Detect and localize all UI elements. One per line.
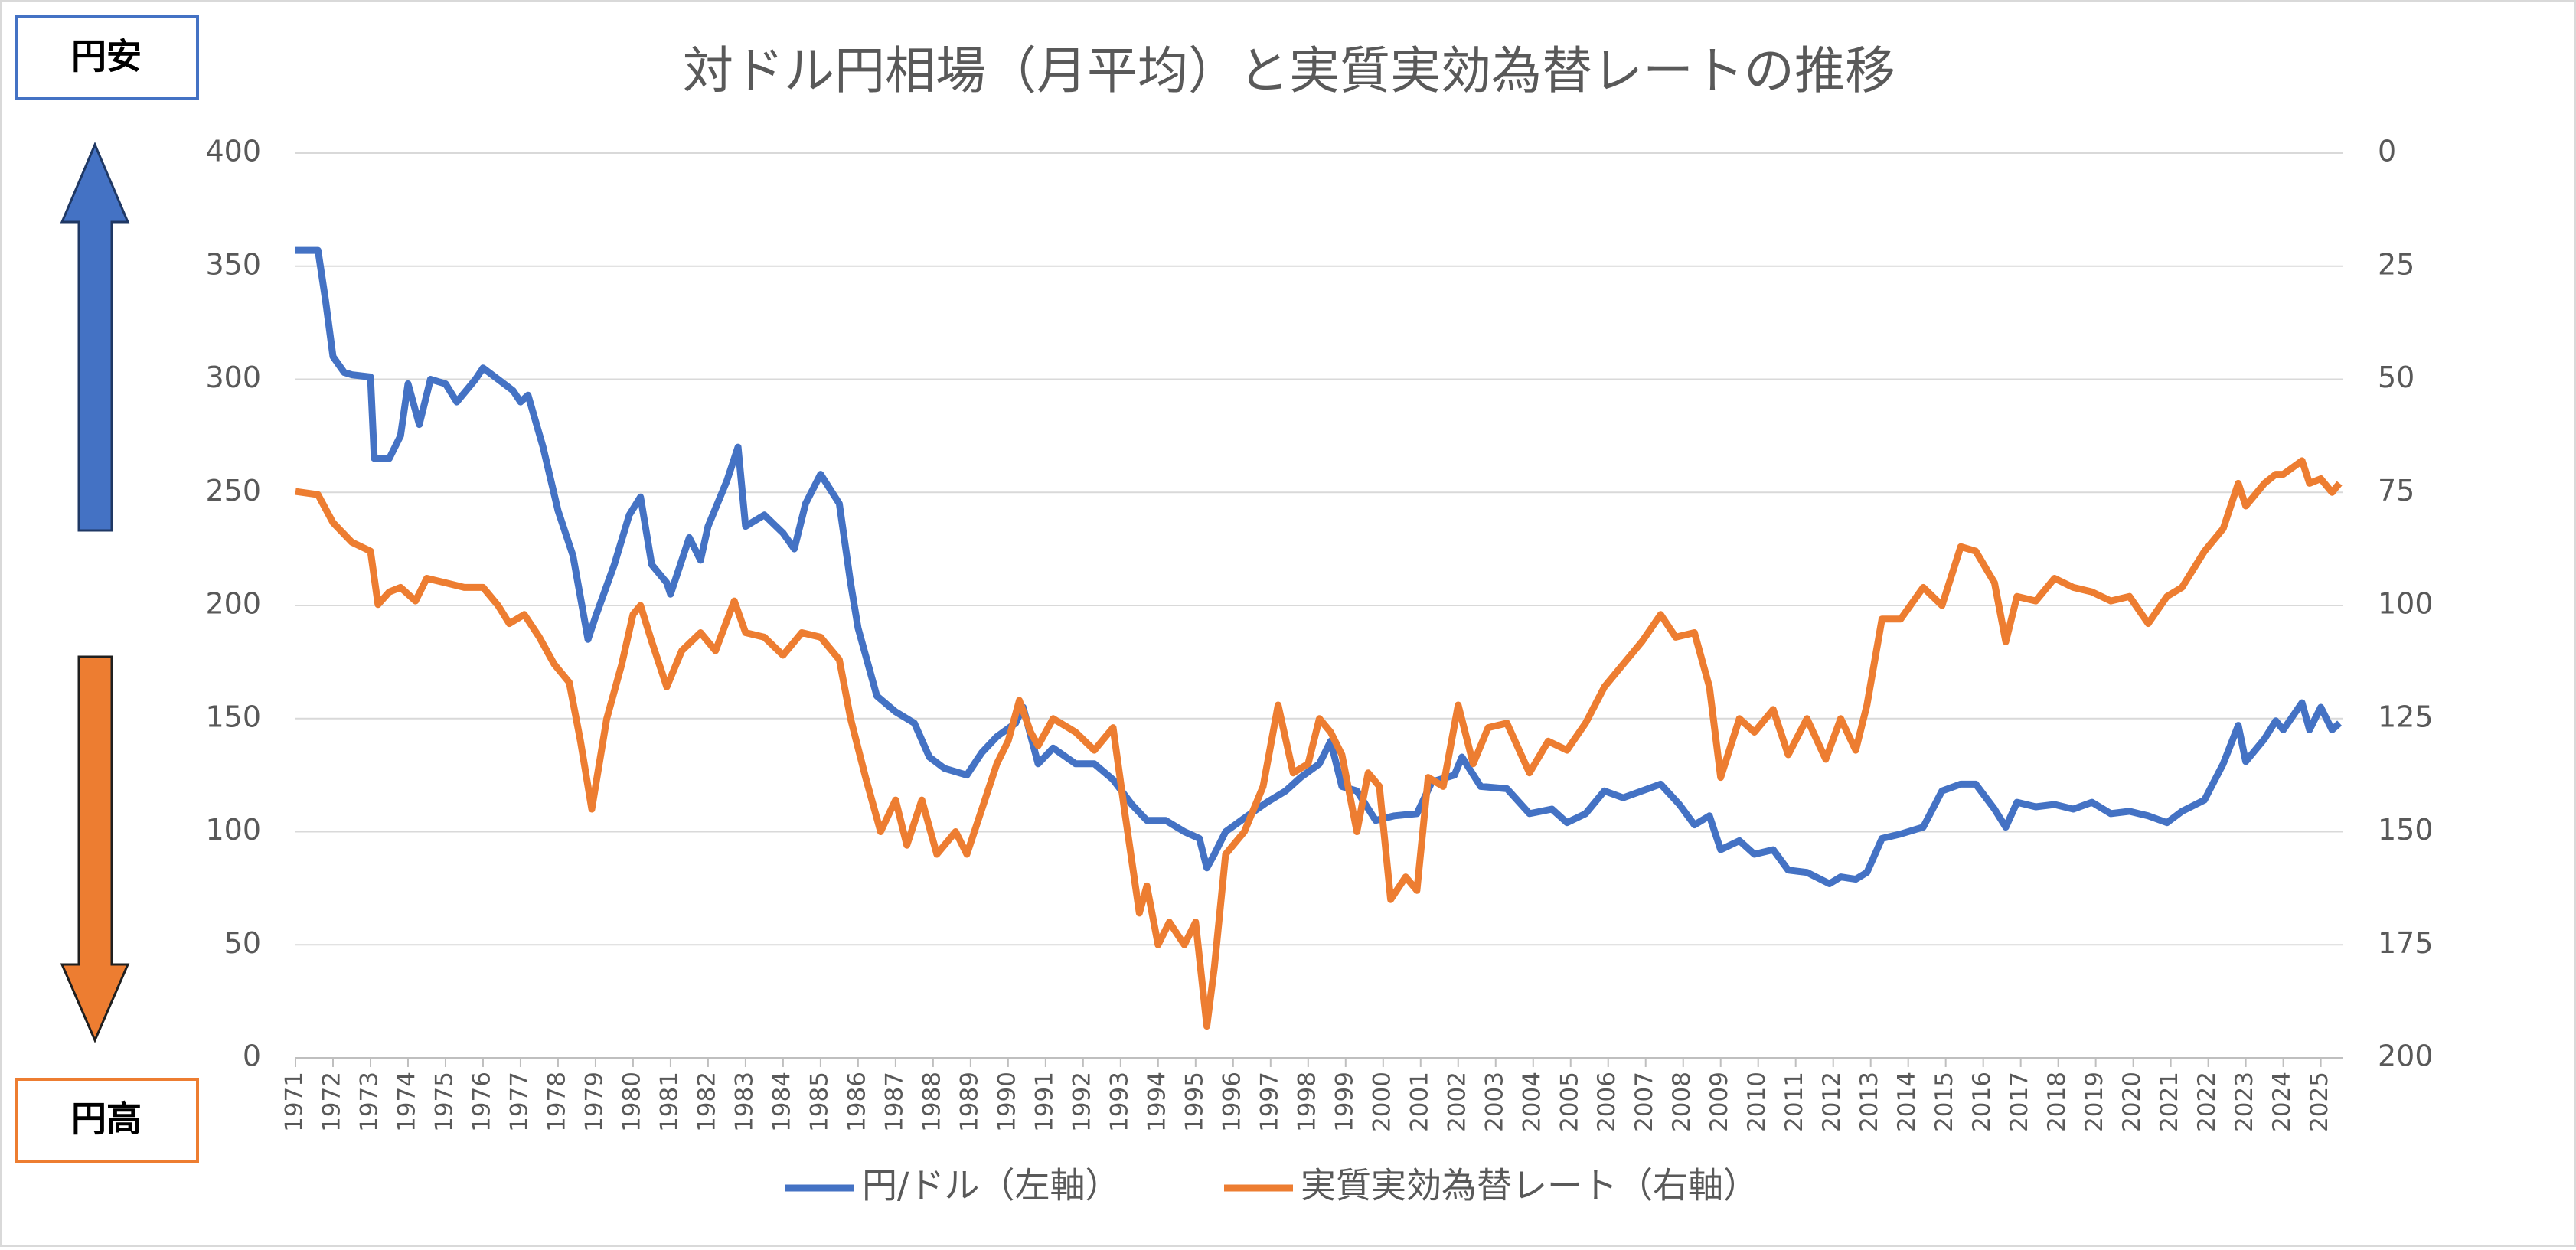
weak-yen-label: 円安 bbox=[71, 36, 142, 77]
strong-yen-box bbox=[15, 1078, 199, 1163]
y2-tick-label: 175 bbox=[2378, 926, 2434, 960]
x-tick-label: 2023 bbox=[2231, 1072, 2258, 1132]
x-tick-label: 2014 bbox=[1893, 1072, 1921, 1132]
x-tick-label: 1981 bbox=[655, 1072, 683, 1132]
x-tick-label: 2002 bbox=[1443, 1072, 1471, 1132]
y-tick-label: 100 bbox=[205, 813, 261, 847]
y2-tick-label: 0 bbox=[2378, 135, 2396, 168]
y-tick-label: 400 bbox=[205, 135, 261, 168]
x-tick-label: 2008 bbox=[1668, 1072, 1696, 1132]
x-tick-label: 2012 bbox=[1818, 1072, 1846, 1132]
x-tick-label: 1978 bbox=[543, 1072, 570, 1132]
up-arrow bbox=[60, 142, 130, 532]
y-tick-label: 200 bbox=[205, 587, 261, 621]
series-line bbox=[295, 246, 2343, 887]
y2-tick-label: 200 bbox=[2378, 1039, 2434, 1073]
x-tick-label: 1989 bbox=[955, 1072, 983, 1132]
x-tick-label: 2004 bbox=[1518, 1072, 1546, 1132]
y-tick-label: 150 bbox=[205, 700, 261, 733]
y2-tick-label: 25 bbox=[2378, 247, 2414, 281]
x-tick-label: 1980 bbox=[618, 1072, 645, 1132]
x-tick-label: 2015 bbox=[1931, 1072, 1958, 1132]
x-tick-label: 2013 bbox=[1856, 1072, 1883, 1132]
y-tick-label: 50 bbox=[224, 926, 261, 960]
x-tick-label: 2006 bbox=[1593, 1072, 1621, 1132]
x-tick-label: 1984 bbox=[768, 1072, 795, 1132]
y2-tick-label: 75 bbox=[2378, 474, 2414, 508]
x-tick-label: 2007 bbox=[1631, 1072, 1658, 1132]
legend-label: 円/ドル（左軸） bbox=[862, 1165, 1121, 1206]
y2-tick-label: 125 bbox=[2378, 700, 2434, 733]
x-tick-label: 1997 bbox=[1255, 1072, 1283, 1132]
x-tick-label: 2020 bbox=[2118, 1072, 2146, 1132]
x-tick-label: 1971 bbox=[281, 1072, 309, 1132]
x-tick-label: 1991 bbox=[1030, 1072, 1058, 1132]
x-tick-label: 2003 bbox=[1481, 1072, 1508, 1132]
x-tick-label: 2021 bbox=[2156, 1072, 2183, 1132]
x-tick-label: 1975 bbox=[430, 1072, 458, 1132]
x-tick-label: 1998 bbox=[1293, 1072, 1321, 1132]
x-tick-label: 1974 bbox=[393, 1072, 420, 1132]
x-tick-label: 2018 bbox=[2043, 1072, 2071, 1132]
x-tick-label: 1976 bbox=[468, 1072, 495, 1132]
x-tick-label: 2025 bbox=[2306, 1072, 2333, 1132]
y-tick-label: 350 bbox=[205, 247, 261, 281]
y-tick-label: 300 bbox=[205, 361, 261, 394]
x-tick-label: 1996 bbox=[1218, 1072, 1246, 1132]
x-tick-label: 1987 bbox=[880, 1072, 908, 1132]
x-tick-label: 1994 bbox=[1143, 1072, 1170, 1132]
x-tick-label: 1977 bbox=[505, 1072, 533, 1132]
y2-tick-label: 100 bbox=[2378, 587, 2434, 621]
legend-label: 実質実効為替レート（右軸） bbox=[1301, 1165, 1758, 1206]
x-tick-label: 1999 bbox=[1330, 1072, 1358, 1132]
x-tick-label: 2016 bbox=[1968, 1072, 1996, 1132]
x-tick-label: 2005 bbox=[1556, 1072, 1583, 1132]
y-tick-label: 0 bbox=[243, 1039, 261, 1073]
x-tick-label: 2022 bbox=[2193, 1072, 2221, 1132]
x-tick-label: 2017 bbox=[2006, 1072, 2033, 1132]
x-tick-label: 1982 bbox=[693, 1072, 720, 1132]
x-tick-label: 1985 bbox=[805, 1072, 833, 1132]
x-tick-label: 1988 bbox=[918, 1072, 945, 1132]
x-tick-label: 2000 bbox=[1368, 1072, 1396, 1132]
x-tick-label: 2001 bbox=[1406, 1072, 1433, 1132]
x-tick-label: 2011 bbox=[1781, 1072, 1808, 1132]
strong-yen-label: 円高 bbox=[71, 1098, 142, 1140]
down-arrow bbox=[60, 655, 130, 1043]
x-tick-label: 1983 bbox=[730, 1072, 758, 1132]
x-tick-label: 1993 bbox=[1105, 1072, 1133, 1132]
series-line bbox=[295, 457, 2343, 1030]
weak-yen-box bbox=[15, 15, 199, 100]
y2-tick-label: 50 bbox=[2378, 361, 2414, 394]
x-tick-label: 2019 bbox=[2081, 1072, 2108, 1132]
x-tick-label: 1972 bbox=[318, 1072, 345, 1132]
x-tick-label: 1986 bbox=[843, 1072, 870, 1132]
x-tick-label: 1973 bbox=[355, 1072, 383, 1132]
x-tick-label: 1979 bbox=[580, 1072, 608, 1132]
x-tick-label: 2010 bbox=[1743, 1072, 1771, 1132]
x-tick-label: 2009 bbox=[1706, 1072, 1733, 1132]
x-tick-label: 1990 bbox=[993, 1072, 1020, 1132]
x-tick-label: 1992 bbox=[1068, 1072, 1095, 1132]
y2-tick-label: 150 bbox=[2378, 813, 2434, 847]
x-tick-label: 1995 bbox=[1180, 1072, 1208, 1132]
x-tick-label: 2024 bbox=[2268, 1072, 2296, 1132]
y-tick-label: 250 bbox=[205, 474, 261, 508]
chart-title: 対ドル円相場（月平均）と実質実効為替レートの推移 bbox=[683, 41, 1895, 100]
